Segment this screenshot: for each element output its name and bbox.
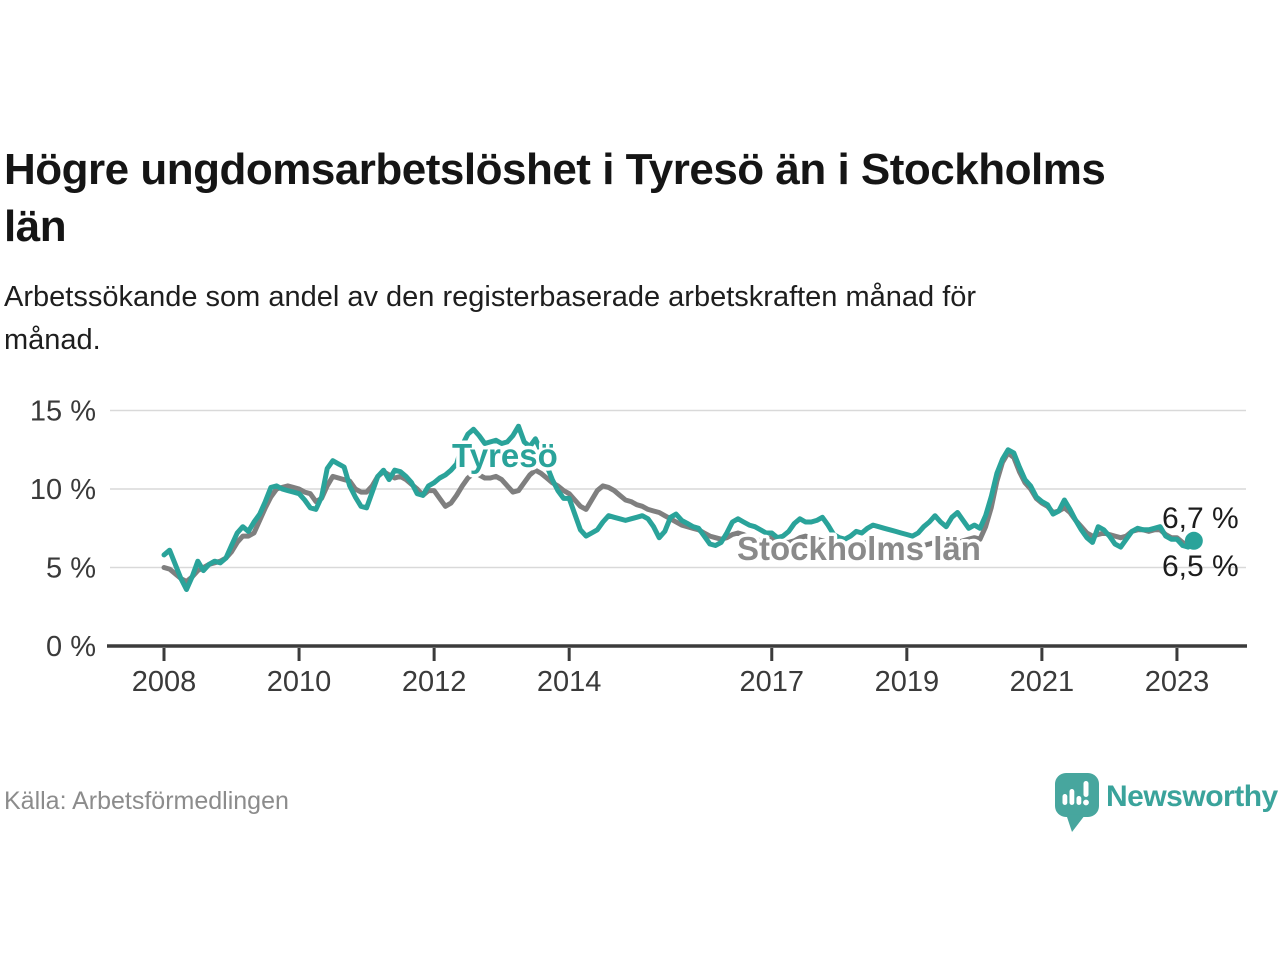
x-tick-label: 2023 <box>1145 666 1210 698</box>
newsworthy-logo: Newsworthy <box>1053 771 1280 837</box>
tyreso-end-value-label: 6,7 % <box>1162 502 1239 535</box>
y-axis: 15 % 10 % 5 % 0 % <box>30 396 96 664</box>
tyreso-line <box>161 423 1197 592</box>
page-subtitle-line-2: månad. <box>4 324 101 356</box>
series-lines <box>161 423 1197 592</box>
page-title-line-2: län <box>4 202 67 251</box>
x-tick-label: 2008 <box>132 666 197 698</box>
y-tick-label: 5 % <box>46 553 96 585</box>
page-title-line-1: Högre ungdomsarbetslöshet i Tyresö än i … <box>4 145 1106 194</box>
source-note: Källa: Arbetsförmedlingen <box>4 787 289 815</box>
brand-name: Newsworthy <box>1106 780 1278 813</box>
y-tick-label: 15 % <box>30 396 96 428</box>
x-axis: 2008 2010 2012 2014 2017 2019 2021 2023 <box>107 644 1247 698</box>
end-markers <box>1184 531 1203 550</box>
stockholm-line-label: Stockholms län <box>737 530 981 567</box>
page-subtitle-line-1: Arbetssökande som andel av den registerb… <box>4 281 977 313</box>
stockholm-end-value-label: 6,5 % <box>1162 550 1239 583</box>
x-tick-label: 2017 <box>740 666 805 698</box>
page-title: Högre ungdomsarbetslöshet i Tyresö än i … <box>4 141 1274 255</box>
tyreso-line-label: Tyresö <box>452 437 558 474</box>
x-tick-label: 2012 <box>402 666 467 698</box>
page-subtitle: Arbetssökande som andel av den registerb… <box>4 276 1224 362</box>
y-tick-label: 0 % <box>46 631 96 663</box>
x-tick-label: 2014 <box>537 666 602 698</box>
x-tick-label: 2021 <box>1010 666 1075 698</box>
x-tick-label: 2019 <box>875 666 940 698</box>
x-tick-label: 2010 <box>267 666 332 698</box>
tyreso-end-dot <box>1184 531 1203 550</box>
y-tick-label: 10 % <box>30 474 96 506</box>
newsworthy-logo-icon <box>1055 773 1099 832</box>
